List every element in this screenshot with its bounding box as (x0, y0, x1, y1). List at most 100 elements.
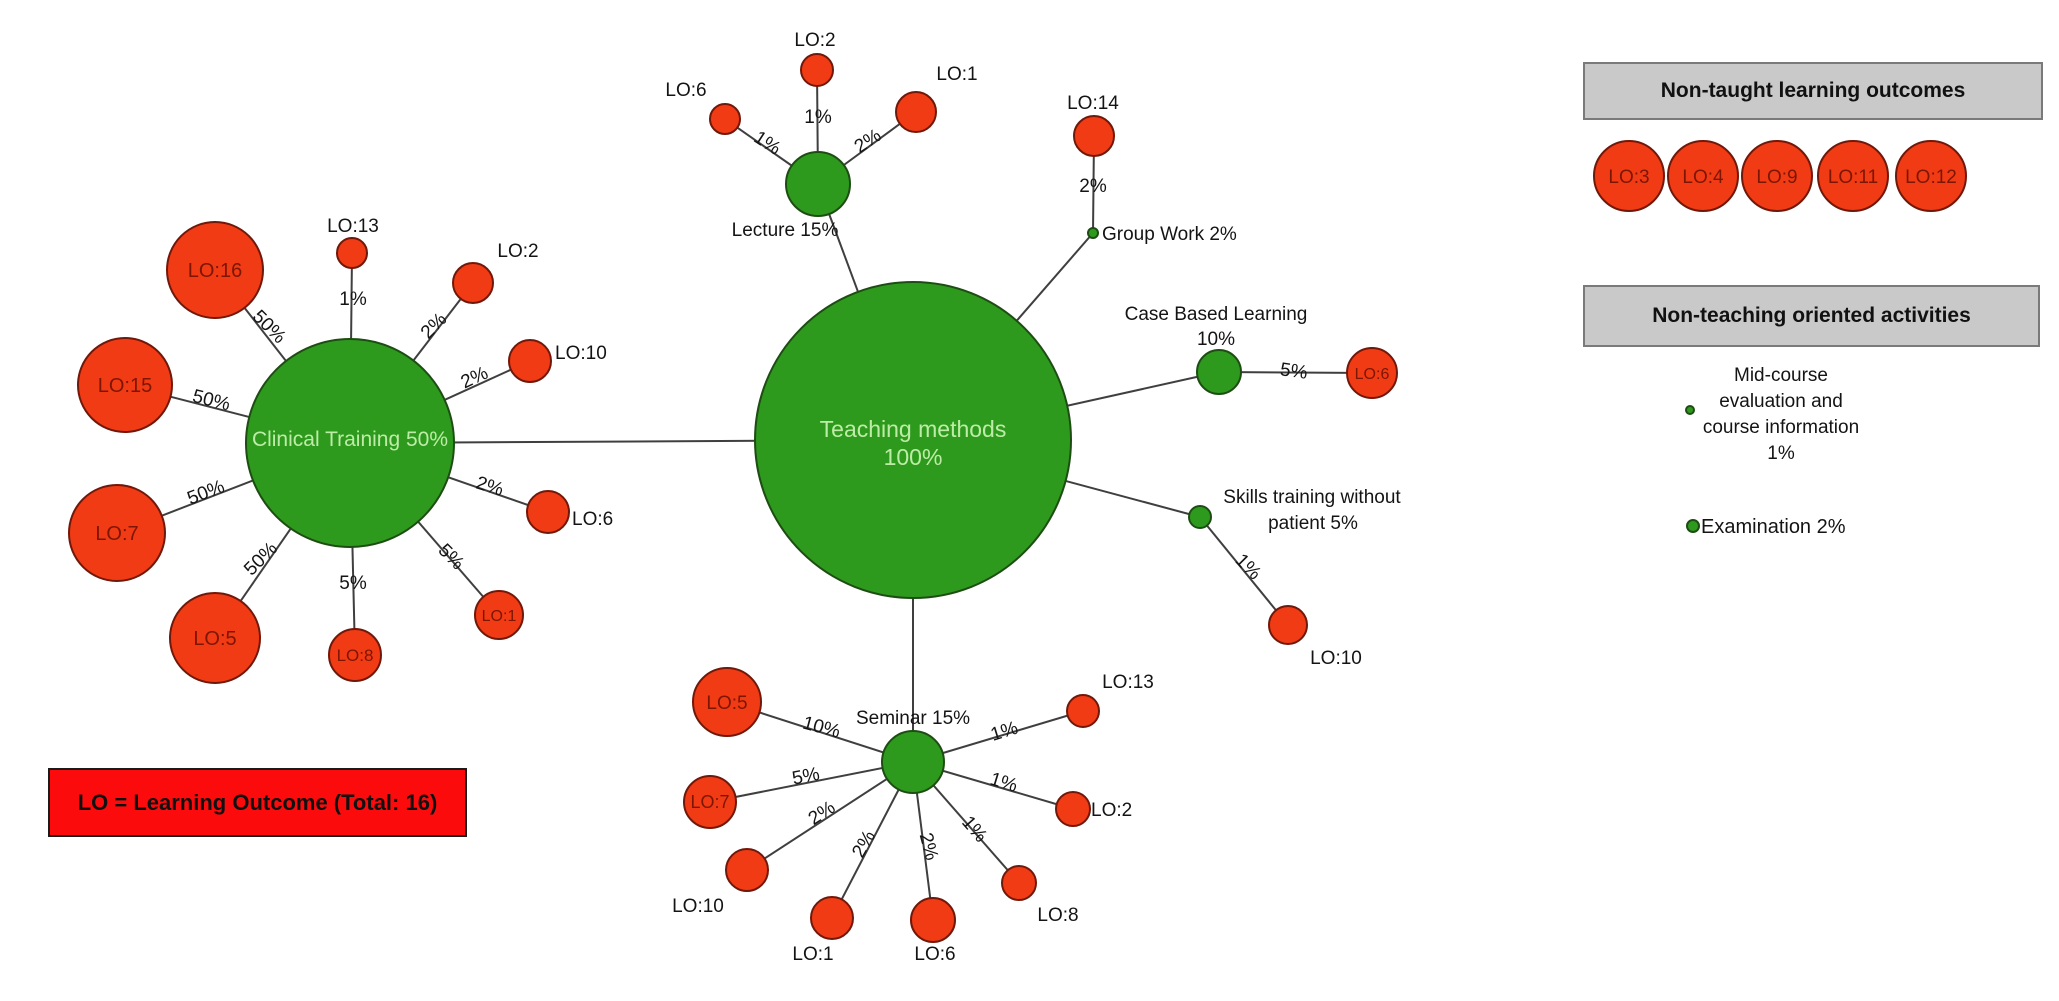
diagram-label: 2% (851, 125, 886, 158)
node-nontaught-lo12 (1895, 140, 1967, 212)
diagram-label: 1% (750, 127, 785, 160)
node-seminar-lo13 (1066, 694, 1100, 728)
lo-definition-label: LO = Learning Outcome (Total: 16) (77, 789, 438, 815)
node-examination-dot (1686, 519, 1700, 533)
diagram-label: Mid-course (1734, 365, 1828, 386)
edge-line (746, 761, 914, 871)
non-taught-learning-outcomes-header: Non-taught learning outcomes (1583, 62, 2043, 120)
non-teaching-header-label: Non-teaching oriented activities (1652, 304, 1971, 327)
node-lecture-lo6 (709, 103, 741, 135)
node-case-lo6 (1346, 347, 1398, 399)
diagram-label: LO:2 (1091, 800, 1132, 821)
diagram-label: Teaching methods (820, 416, 1007, 442)
diagram-label: LO:5 (706, 693, 747, 714)
diagram-label: LO:7 (690, 792, 729, 812)
diagram-label: course information (1703, 417, 1859, 438)
node-seminar-lo2 (1055, 791, 1091, 827)
diagram-label: LO:6 (572, 509, 613, 530)
node-seminar-lo10 (725, 848, 769, 892)
diagram-label: LO:11 (1828, 167, 1878, 188)
node-clinical-training (245, 338, 455, 548)
node-seminar-lo5 (692, 667, 762, 737)
diagram-label: 50% (248, 306, 290, 348)
diagram-label: LO:14 (1067, 93, 1119, 114)
node-clinical-lo15 (77, 337, 173, 433)
diagram-label: 1% (339, 289, 367, 310)
diagram-label: Skills training without (1223, 487, 1401, 508)
node-nontaught-lo4 (1667, 140, 1739, 212)
node-group-work-dot (1087, 227, 1099, 239)
node-teaching-methods (754, 281, 1072, 599)
diagram-label: 2% (417, 309, 451, 343)
node-seminar-lo8 (1001, 865, 1037, 901)
diagram-label: 1% (988, 718, 1021, 746)
diagram-label: LO:13 (1102, 672, 1154, 693)
node-seminar-lo6 (910, 897, 956, 943)
node-clinical-lo5 (169, 592, 261, 684)
node-lecture-lo2 (800, 53, 834, 87)
node-lecture-lo1 (895, 91, 937, 133)
diagram-label: patient 5% (1268, 513, 1358, 534)
diagram-label: LO:16 (188, 260, 242, 282)
diagram-label: 1% (1231, 550, 1265, 584)
node-case-based-learning (1196, 349, 1242, 395)
diagram-label: 50% (185, 476, 228, 509)
diagram-label: 5% (1279, 359, 1309, 384)
diagram-label: LO:2 (794, 30, 835, 51)
node-seminar-lo7 (683, 775, 737, 829)
diagram-label: 2% (1079, 176, 1107, 197)
node-nontaught-lo11 (1817, 140, 1889, 212)
diagram-label: LO:1 (792, 944, 833, 965)
non-teaching-oriented-activities-header: Non-teaching oriented activities (1583, 285, 2040, 347)
diagram-label: LO:10 (1310, 648, 1362, 669)
node-clinical-lo10 (508, 339, 552, 383)
non-taught-header-label: Non-taught learning outcomes (1660, 79, 1966, 102)
diagram-label: 5% (339, 573, 367, 594)
node-clinical-lo2 (452, 262, 494, 304)
node-clinical-lo8 (328, 628, 382, 682)
node-clinical-lo6 (526, 490, 570, 534)
node-clinical-lo7 (68, 484, 166, 582)
node-lecture (785, 151, 851, 217)
diagram-label: LO:12 (1905, 167, 1957, 188)
diagram-label: 50% (240, 538, 282, 580)
diagram-label: LO:1 (936, 64, 977, 85)
diagram-label: LO:4 (1682, 167, 1724, 188)
node-seminar (881, 730, 945, 794)
diagram-label: LO:15 (98, 375, 152, 397)
diagram-label: 5% (790, 764, 821, 790)
node-skills-training-dot (1188, 505, 1212, 529)
diagram-label: Lecture 15% (732, 220, 839, 241)
diagram-label: LO:6 (665, 80, 706, 101)
diagram-label: 50% (190, 386, 232, 416)
node-nontaught-lo9 (1741, 140, 1813, 212)
node-midcourse-dot (1685, 405, 1695, 415)
diagram-label: LO:13 (327, 216, 379, 237)
diagram-label: 1% (1767, 443, 1795, 464)
diagram-label: 100% (884, 444, 943, 470)
diagram-label: 2% (915, 831, 942, 863)
diagram-label: LO:7 (95, 523, 138, 545)
diagram-label: Clinical Training 50% (252, 428, 448, 451)
diagram-label: LO:6 (1355, 366, 1390, 383)
diagram-label: evaluation and (1719, 391, 1843, 412)
diagram-label: Case Based Learning (1125, 304, 1308, 325)
diagram-label: 2% (458, 363, 492, 394)
node-groupwork-lo14 (1073, 115, 1115, 157)
diagram-label: LO:10 (555, 343, 607, 364)
diagram-label: Seminar 15% (856, 708, 970, 729)
diagram-label: 1% (804, 107, 832, 128)
diagram-label: 10% (800, 713, 842, 743)
diagram-label: LO:8 (337, 646, 374, 665)
node-clinical-lo13 (336, 237, 368, 269)
diagram-label: LO:9 (1756, 167, 1797, 188)
node-skills-lo10 (1268, 605, 1308, 645)
diagram-label: LO:10 (672, 896, 724, 917)
diagram-label: LO:8 (1037, 905, 1078, 926)
diagram-label: Examination 2% (1701, 516, 1846, 538)
edge-line (1199, 516, 1289, 626)
diagram-label: 2% (805, 797, 840, 830)
node-seminar-lo1 (810, 896, 854, 940)
